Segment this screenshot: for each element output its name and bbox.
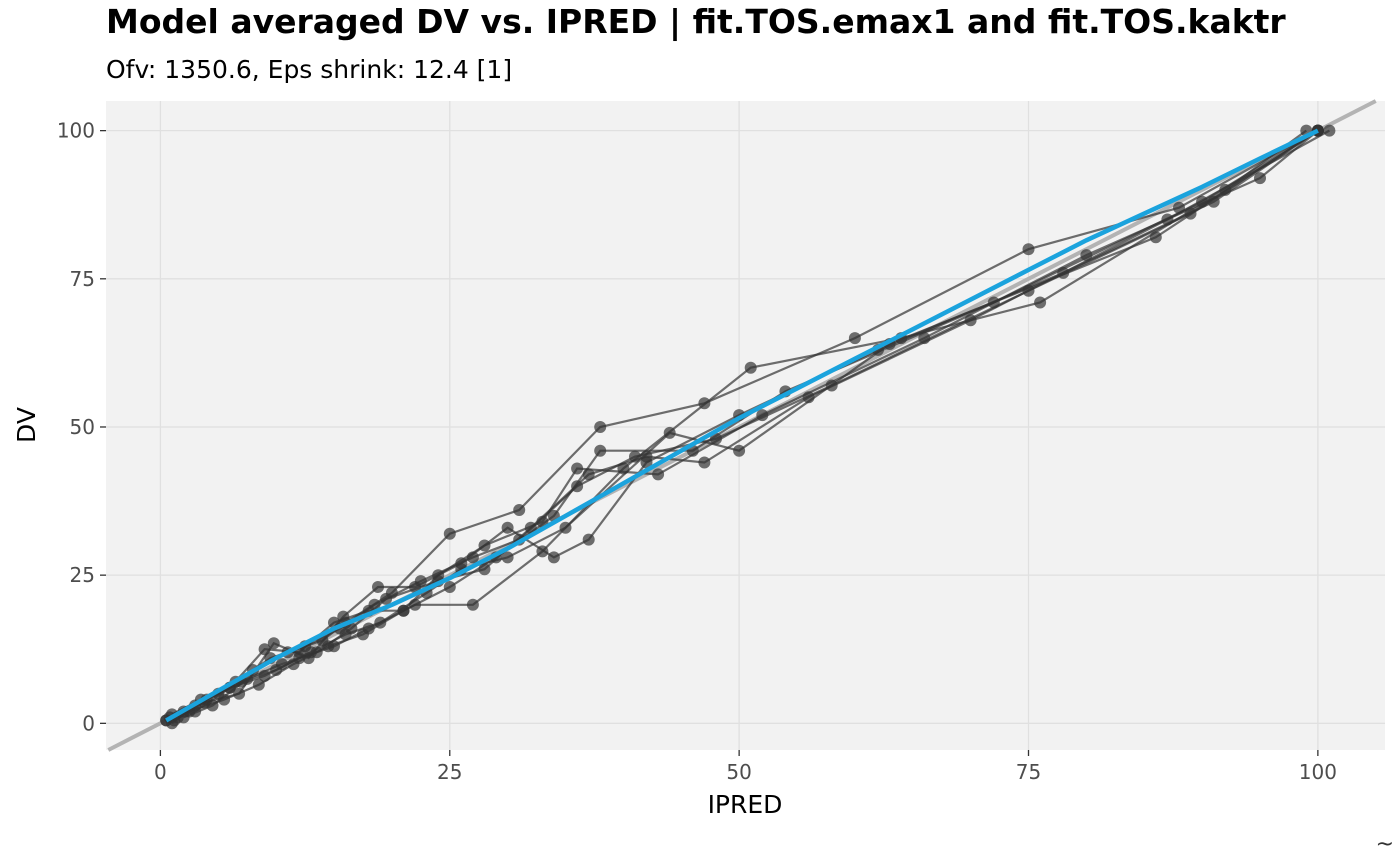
data-point — [409, 581, 421, 593]
data-point — [1323, 124, 1336, 137]
x-axis-title: IPRED — [708, 790, 783, 819]
axes: 0 25 50 75 100 0 25 50 75 100 — [57, 119, 1337, 784]
x-tick-label: 25 — [437, 760, 462, 784]
data-point — [848, 332, 861, 345]
data-point — [1022, 284, 1035, 297]
data-point — [466, 598, 479, 611]
y-tick-label: 25 — [70, 563, 95, 587]
data-point — [663, 426, 676, 439]
data-point — [1057, 266, 1070, 279]
data-point — [372, 581, 384, 593]
data-point — [1219, 183, 1232, 196]
data-point — [547, 551, 560, 564]
data-point — [733, 444, 746, 457]
smooth-line — [165, 128, 1319, 723]
y-tick-label: 75 — [70, 267, 95, 291]
data-point — [397, 604, 410, 617]
data-point — [189, 705, 202, 718]
data-point — [443, 581, 456, 593]
data-point — [571, 480, 584, 493]
y-tick-label: 100 — [57, 119, 95, 143]
data-point — [432, 569, 445, 582]
grid-lines — [106, 101, 1385, 750]
data-point — [302, 652, 315, 665]
smooth-trend-line — [165, 128, 1319, 723]
data-point — [252, 678, 265, 691]
data-point — [802, 391, 815, 404]
data-point — [258, 643, 271, 656]
data-point — [617, 462, 630, 475]
data-point — [275, 658, 288, 671]
data-point — [357, 628, 369, 641]
data-point — [1184, 207, 1197, 220]
data-point — [374, 616, 387, 629]
data-point — [1161, 213, 1174, 226]
data-point — [640, 456, 653, 469]
data-point — [1022, 243, 1035, 256]
data-point — [582, 468, 595, 481]
data-point — [455, 557, 468, 570]
data-point — [466, 551, 479, 564]
data-point — [267, 637, 280, 650]
data-point — [964, 314, 977, 327]
data-point — [571, 462, 584, 475]
data-point — [501, 521, 514, 534]
y-axis-title: DV — [12, 407, 41, 443]
data-point — [756, 409, 769, 422]
data-point — [409, 598, 421, 611]
x-tick-label: 75 — [1016, 760, 1041, 784]
data-point — [1034, 296, 1047, 309]
data-point — [582, 533, 595, 546]
data-point — [918, 332, 931, 345]
data-point — [233, 687, 246, 700]
y-tick-label: 0 — [82, 711, 95, 735]
data-point — [1207, 195, 1220, 208]
data-point — [1080, 249, 1093, 262]
x-tick-label: 0 — [154, 760, 167, 784]
data-point — [1196, 195, 1209, 208]
data-point — [218, 693, 231, 706]
data-point — [744, 361, 757, 374]
data-point — [1254, 172, 1266, 185]
data-point — [825, 379, 838, 392]
data-point — [652, 468, 665, 481]
y-tick-label: 50 — [70, 415, 95, 439]
data-point — [380, 592, 393, 605]
data-point — [710, 432, 722, 445]
data-point — [443, 527, 456, 540]
data-point — [698, 397, 711, 410]
x-tick-label: 100 — [1299, 760, 1337, 784]
data-point — [987, 296, 1000, 309]
data-point — [559, 521, 572, 534]
data-point — [513, 504, 526, 516]
data-point — [524, 521, 537, 534]
data-point — [345, 622, 358, 635]
x-tick-label: 50 — [726, 760, 751, 784]
data-point — [536, 545, 549, 558]
data-point — [478, 563, 491, 576]
data-point — [287, 658, 300, 671]
data-point — [594, 421, 607, 433]
data-point — [258, 669, 271, 682]
chart-title: Model averaged DV vs. IPRED | fit.TOS.em… — [106, 2, 1286, 41]
data-point — [501, 551, 514, 564]
data-point — [337, 610, 350, 623]
chart-subtitle: Ofv: 1350.6, Eps shrink: 12.4 [1] — [106, 55, 513, 84]
data-point — [629, 450, 641, 463]
data-point — [1149, 231, 1162, 244]
corner-glyph: ~ — [1375, 832, 1394, 857]
data-point — [322, 640, 335, 653]
data-point — [1173, 201, 1185, 214]
data-point — [594, 444, 607, 457]
data-point — [478, 539, 491, 552]
data-point — [698, 456, 711, 469]
